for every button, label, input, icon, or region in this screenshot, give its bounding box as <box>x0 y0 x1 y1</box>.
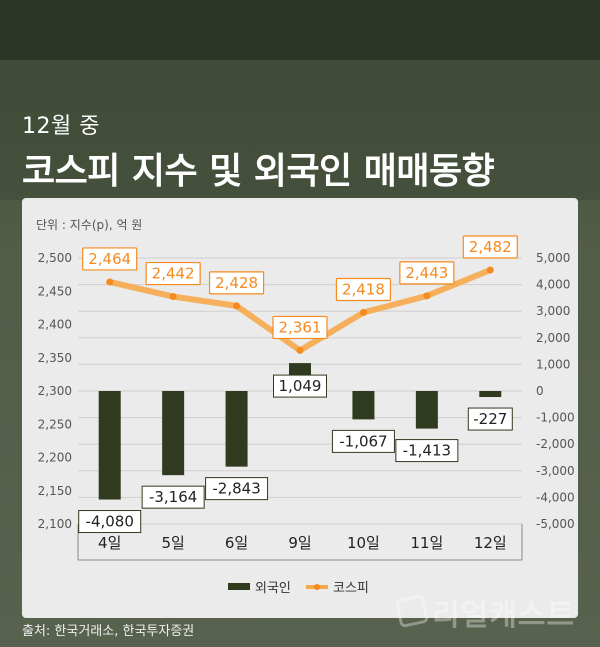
left-axis-tick-label: 2,100 <box>38 517 72 531</box>
line-label-box <box>145 261 201 286</box>
bar-label-box <box>205 477 269 501</box>
realcast-logo-icon <box>395 594 429 628</box>
line-label-box <box>335 277 392 302</box>
left-axis-tick-label: 2,400 <box>38 318 72 332</box>
x-tick-label: 9일 <box>288 534 311 552</box>
right-axis-tick-label: -5,000 <box>536 517 575 531</box>
legend-label-kospi: 코스피 <box>333 581 369 596</box>
line-point-kospi <box>169 293 177 301</box>
left-axis-tick-label: 2,250 <box>38 417 72 431</box>
left-axis-tick-label: 2,200 <box>38 451 72 465</box>
source-note: 출처: 한국거래소, 한국투자증권 <box>22 624 195 639</box>
legend-swatch-foreigner <box>228 583 250 590</box>
bar-foreigner <box>352 391 375 420</box>
bar-label-box <box>395 439 459 463</box>
line-point-kospi <box>423 292 431 300</box>
line-data-label: 2,418 <box>342 281 385 299</box>
bar-foreigner <box>415 391 438 429</box>
left-axis-tick-label: 2,500 <box>38 251 72 265</box>
right-axis-tick-label: -2,000 <box>536 437 575 451</box>
right-axis-tick-label: 3,000 <box>536 304 570 318</box>
left-axis-tick-label: 2,350 <box>38 351 72 365</box>
x-tick-label: 4일 <box>98 534 121 552</box>
chart-subtitle: 12월 중 <box>22 114 100 139</box>
line-label-box <box>462 235 518 259</box>
line-data-label: 2,442 <box>152 265 195 283</box>
right-axis-tick-label: -4,000 <box>536 490 575 504</box>
bar-label-box <box>331 429 395 453</box>
line-label-box <box>208 271 265 295</box>
line-point-kospi <box>296 346 304 354</box>
chart-title: 코스피 지수 및 외국인 매매동향 <box>22 151 495 192</box>
right-axis-tick-label: -1,000 <box>536 411 575 425</box>
bar-data-label: 1,049 <box>279 377 322 395</box>
left-axis-tick-label: 2,300 <box>38 384 72 398</box>
right-axis-tick-label: 5,000 <box>536 251 570 265</box>
x-tick-label: 11일 <box>410 534 443 552</box>
bar-label-box <box>467 407 513 431</box>
x-tick-label: 5일 <box>161 534 184 552</box>
legend-label-foreigner: 외국인 <box>255 581 291 596</box>
bar-foreigner <box>162 391 185 476</box>
brand-logo-text: 리얼캐스트 <box>432 598 575 633</box>
x-tick-label: 12일 <box>474 534 507 552</box>
line-point-kospi <box>359 309 367 317</box>
line-point-kospi <box>106 278 114 286</box>
right-axis-tick-label: 4,000 <box>536 278 570 292</box>
right-axis-tick-label: 2,000 <box>536 331 570 345</box>
bar-data-label: -2,843 <box>212 480 260 498</box>
left-axis-tick-label: 2,150 <box>38 484 72 498</box>
line-data-label: 2,443 <box>405 264 448 282</box>
line-data-label: 2,428 <box>215 274 258 292</box>
bar-label-box <box>141 485 205 509</box>
right-axis-tick-label: 1,000 <box>536 357 570 371</box>
line-point-kospi <box>233 302 241 310</box>
bar-foreigner <box>225 391 248 467</box>
unit-note: 단위 : 지수(p), 억 원 <box>36 218 143 232</box>
bar-data-label: -3,164 <box>149 488 197 506</box>
x-tick-label: 6일 <box>225 534 248 552</box>
line-point-kospi <box>486 266 494 274</box>
bar-foreigner <box>479 391 502 398</box>
line-label-box <box>82 247 138 271</box>
right-axis-tick-label: -3,000 <box>536 464 575 478</box>
bar-data-label: -1,413 <box>403 442 451 460</box>
line-label-box <box>272 315 328 340</box>
line-data-label: 2,361 <box>279 318 322 336</box>
x-tick-label: 10일 <box>347 534 380 552</box>
bar-data-label: -227 <box>473 410 507 428</box>
line-data-label: 2,482 <box>469 238 512 256</box>
bar-label-box <box>78 510 142 534</box>
bar-foreigner <box>98 391 121 500</box>
bar-data-label: -1,067 <box>339 432 387 450</box>
legend-marker-kospi <box>314 584 320 590</box>
left-axis-tick-label: 2,450 <box>38 284 72 298</box>
line-label-box <box>399 261 455 285</box>
bar-label-box <box>273 374 327 398</box>
right-axis-tick-label: 0 <box>536 384 544 398</box>
bar-data-label: -4,080 <box>86 513 134 531</box>
line-data-label: 2,464 <box>88 250 131 268</box>
